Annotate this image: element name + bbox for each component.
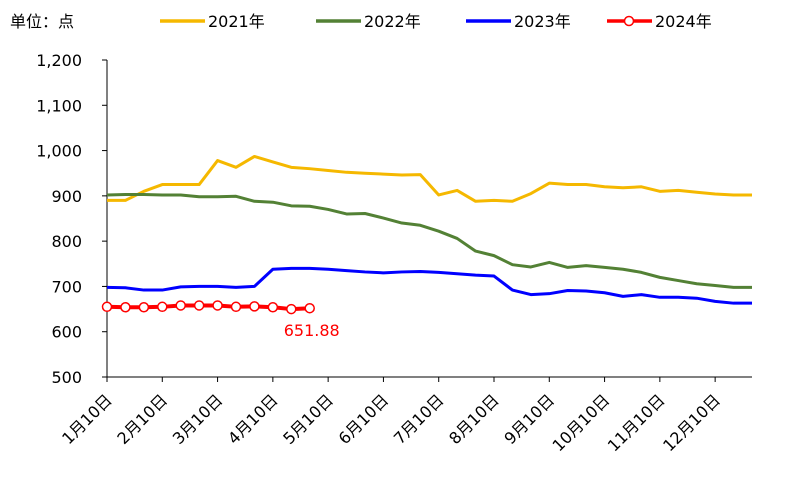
data-label: 651.88	[284, 321, 340, 340]
x-tick-label: 12月10日	[659, 390, 724, 455]
x-tick-label: 3月10日	[169, 390, 227, 448]
y-tick-label: 600	[51, 323, 82, 342]
x-tick-label: 4月10日	[224, 390, 282, 448]
point-marker	[157, 301, 168, 313]
y-tick-label: 900	[51, 187, 82, 206]
point-marker	[249, 301, 260, 312]
x-tick-label: 10月10日	[549, 390, 614, 455]
x-tick-label: 9月10日	[500, 390, 558, 448]
point-marker	[138, 302, 150, 313]
x-tick-label: 2月10日	[113, 390, 171, 448]
point-marker	[120, 302, 131, 313]
legend-label: 2022年	[364, 12, 421, 31]
x-tick-label: 11月10日	[604, 390, 669, 455]
y-tick-label: 800	[51, 232, 82, 251]
y-tick-label: 700	[51, 277, 82, 296]
y-tick-label: 500	[51, 368, 82, 387]
legend-label: 2021年	[208, 12, 265, 31]
point-marker	[267, 302, 279, 313]
point-marker	[212, 300, 223, 311]
y-tick-label: 1,100	[36, 96, 82, 115]
x-tick-label: 8月10日	[445, 390, 503, 448]
y-tick-label: 1,000	[36, 142, 82, 161]
point-marker	[193, 300, 205, 311]
point-marker	[286, 303, 297, 315]
series-line	[106, 266, 752, 305]
series-line	[107, 154, 752, 203]
x-tick-label: 6月10日	[335, 390, 393, 448]
series-line	[106, 192, 752, 289]
legend-label: 2024年	[655, 12, 712, 31]
point-marker	[101, 301, 113, 313]
series-line	[106, 303, 310, 312]
y-tick-label: 1,200	[36, 51, 82, 70]
x-tick-label: 1月10日	[58, 390, 116, 448]
point-marker	[175, 300, 186, 311]
point-marker	[230, 301, 242, 313]
point-marker	[304, 302, 315, 314]
legend-label: 2023年	[514, 12, 571, 31]
x-tick-label: 7月10日	[390, 390, 448, 448]
legend-marker	[623, 15, 635, 27]
x-tick-label: 5月10日	[279, 390, 337, 448]
unit-label: 单位：点	[10, 12, 74, 31]
